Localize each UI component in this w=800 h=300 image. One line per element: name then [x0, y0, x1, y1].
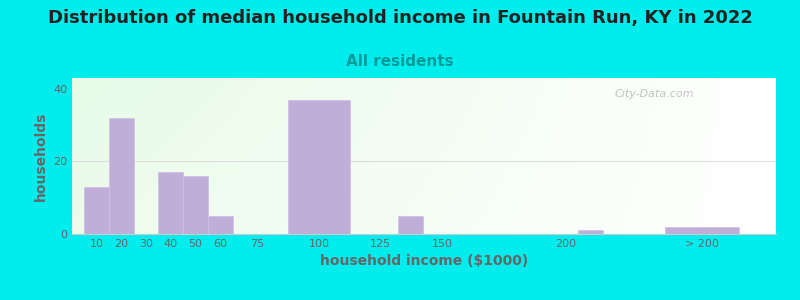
Bar	[578, 230, 603, 234]
Bar	[109, 118, 134, 234]
X-axis label: household income ($1000): household income ($1000)	[320, 254, 528, 268]
Bar	[84, 187, 109, 234]
Bar	[288, 100, 350, 234]
Bar	[398, 216, 422, 234]
Text: City-Data.com: City-Data.com	[614, 89, 694, 99]
Bar	[208, 216, 233, 234]
Bar	[158, 172, 183, 234]
Bar	[183, 176, 208, 234]
Bar	[665, 227, 739, 234]
Text: Distribution of median household income in Fountain Run, KY in 2022: Distribution of median household income …	[47, 9, 753, 27]
Text: All residents: All residents	[346, 54, 454, 69]
Y-axis label: households: households	[34, 111, 47, 201]
